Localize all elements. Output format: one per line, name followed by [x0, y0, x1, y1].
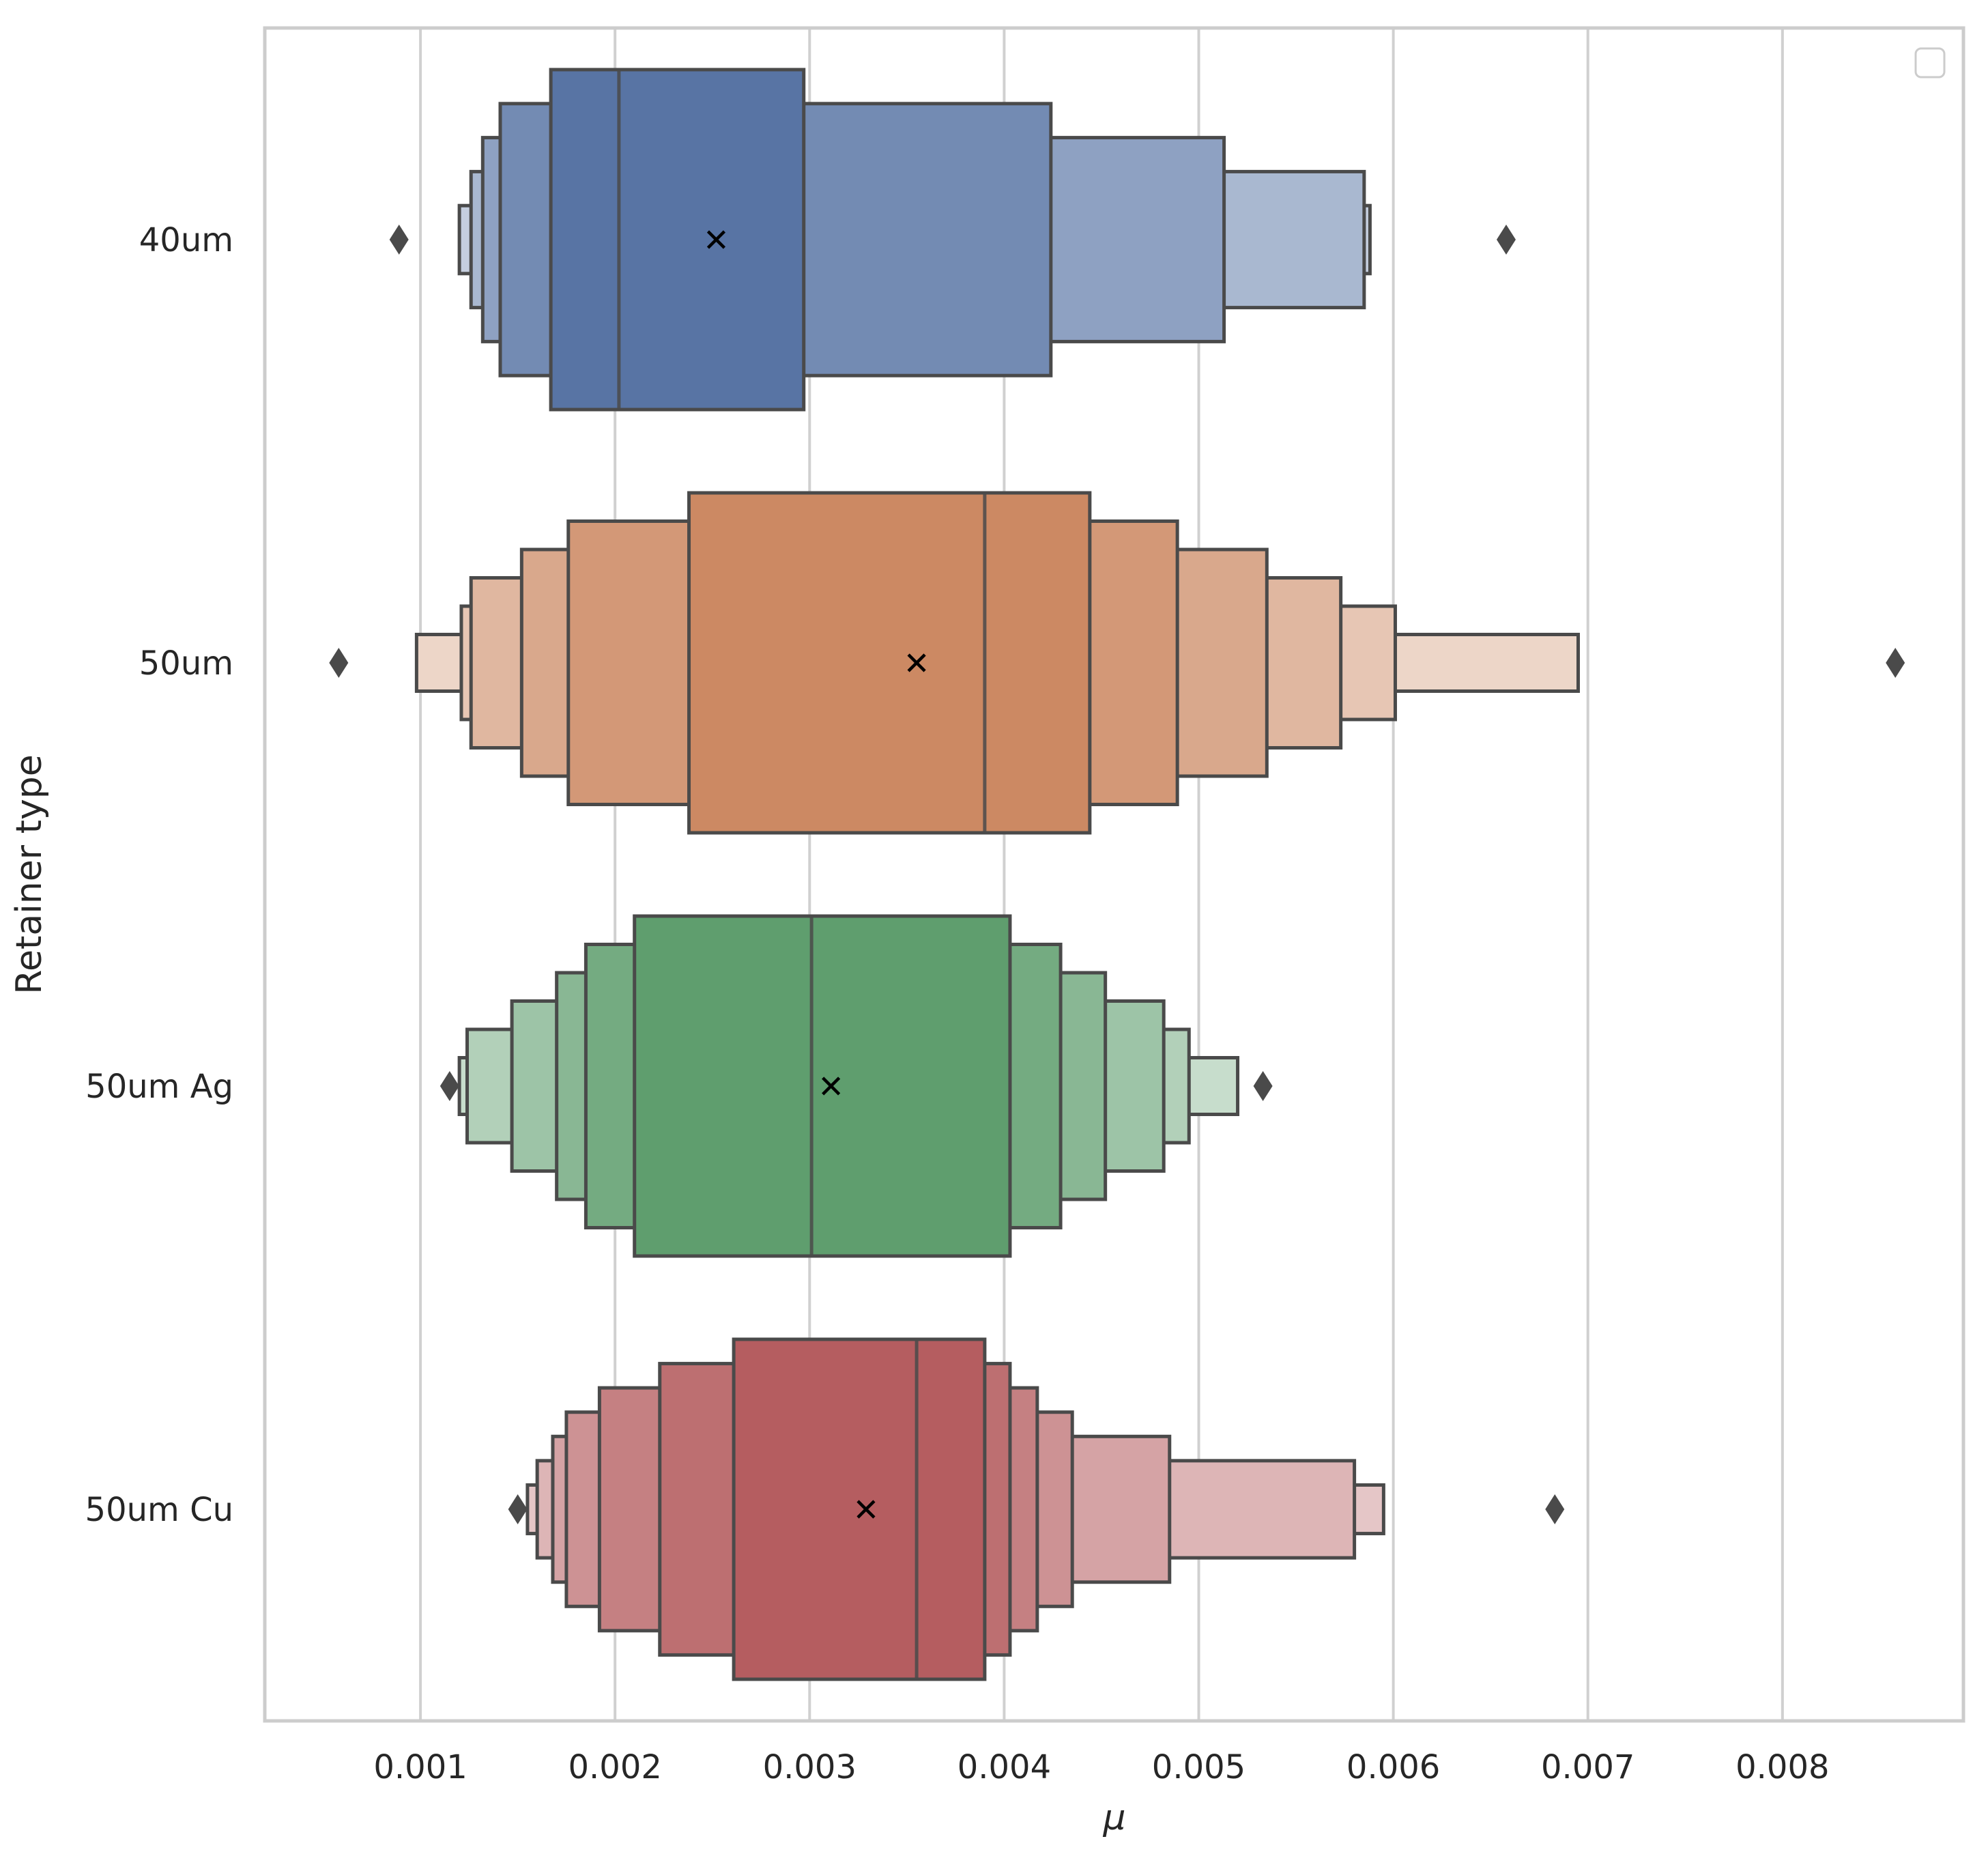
- legend-box[interactable]: [1914, 47, 1946, 79]
- x-axis-title: μ: [1102, 1797, 1125, 1838]
- x-tick-label: 0.003: [763, 1748, 856, 1786]
- boxen-group: [389, 68, 1516, 412]
- boxen-box: [633, 914, 1012, 1258]
- boxen-group: [329, 491, 1905, 835]
- outlier-point: [1253, 1071, 1273, 1101]
- outlier-point: [508, 1494, 528, 1524]
- boxen-box: [687, 491, 1092, 835]
- y-tick-label: 50um Cu: [85, 1491, 233, 1529]
- boxen-group: [508, 1337, 1565, 1681]
- mean-marker: [907, 653, 926, 672]
- outlier-point: [1545, 1494, 1565, 1524]
- y-tick-label: 50um Ag: [85, 1068, 233, 1106]
- x-tick-label: 0.002: [568, 1748, 661, 1786]
- y-axis-title: Retainer type: [9, 754, 50, 995]
- axis-tick-labels: 0.001 0.002 0.003 0.004 0.005 0.006 0.007 0.008…: [85, 221, 1830, 1786]
- x-tick-label: 0.007: [1541, 1748, 1634, 1786]
- boxen-group: [440, 914, 1273, 1258]
- outlier-point: [1886, 648, 1905, 678]
- boxen-box: [732, 1337, 987, 1681]
- x-tick-label: 0.005: [1152, 1748, 1245, 1786]
- plot-frame: [263, 26, 1965, 1723]
- mean-marker: [706, 230, 726, 249]
- y-tick-label: 40um: [139, 221, 233, 259]
- mean-marker: [822, 1076, 841, 1096]
- outlier-point: [389, 225, 409, 255]
- x-tick-label: 0.004: [957, 1748, 1051, 1786]
- outlier-point: [329, 648, 349, 678]
- mean-marker: [856, 1500, 876, 1519]
- outlier-point: [440, 1071, 459, 1101]
- outlier-point: [1496, 225, 1516, 255]
- x-tick-label: 0.006: [1346, 1748, 1440, 1786]
- y-tick-label: 50um: [139, 644, 233, 683]
- boxen-box: [549, 68, 806, 412]
- x-tick-label: 0.001: [373, 1748, 467, 1786]
- x-tick-label: 0.008: [1735, 1748, 1829, 1786]
- boxen-boxes: [329, 68, 1905, 1681]
